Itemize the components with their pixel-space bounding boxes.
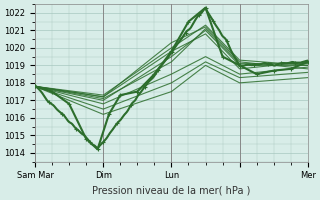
X-axis label: Pression niveau de la mer( hPa ): Pression niveau de la mer( hPa ) (92, 186, 251, 196)
